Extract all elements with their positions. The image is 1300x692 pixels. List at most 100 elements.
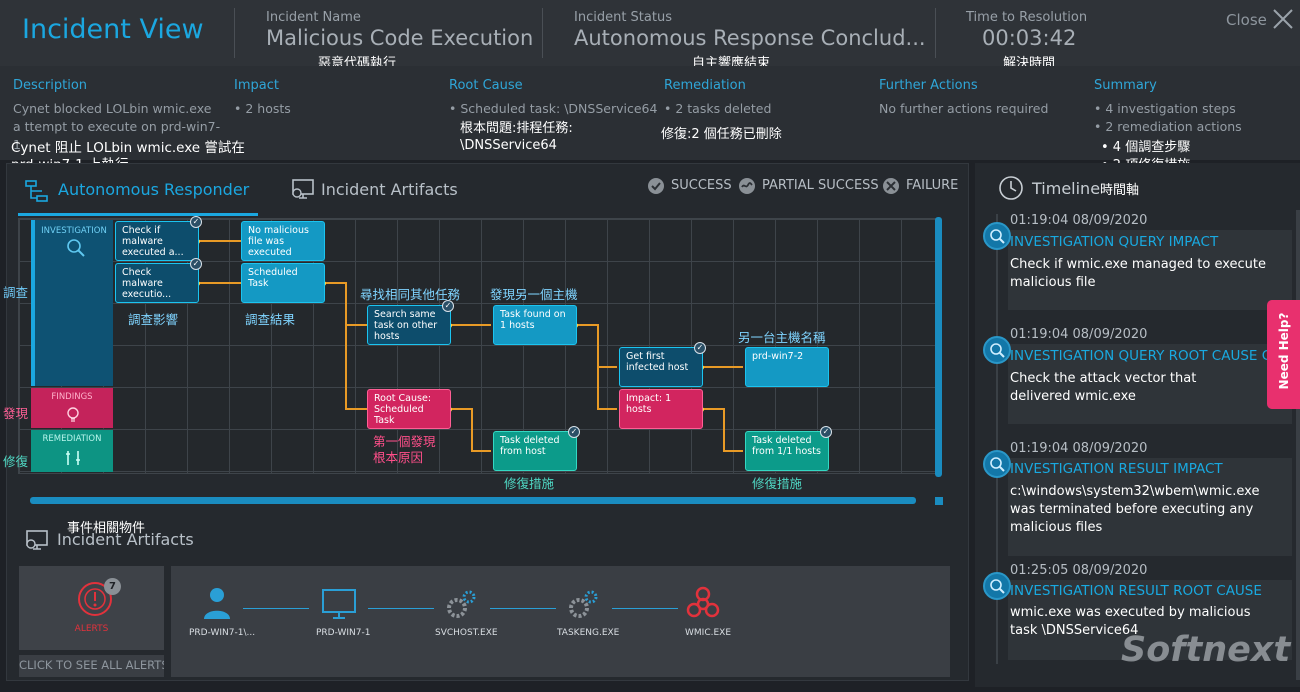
tab-autonomous-responder[interactable]: Autonomous Responder <box>18 172 258 216</box>
event-text: Check if wmic.exe managed to execute mal… <box>1010 257 1267 290</box>
softnext-watermark: Softnext <box>1121 630 1291 670</box>
artifact-label: TASKENG.EXE <box>557 628 620 638</box>
zh-annotation: 另一台主機名稱 <box>738 330 826 345</box>
zh-annotation: 第一個發現 <box>373 434 436 449</box>
timeline-rail <box>996 214 998 664</box>
alerts-label: ALERTS <box>74 624 109 634</box>
impact-label: Impact <box>234 78 279 93</box>
root-cause-label: Root Cause <box>449 78 523 93</box>
clock-icon <box>999 176 1023 200</box>
tab-incident-artifacts[interactable]: Incident Artifacts <box>288 172 478 212</box>
workflow-node[interactable]: Impact: 1 hosts <box>619 389 703 429</box>
artifact-label: PRD-WIN7-1\... <box>189 628 256 638</box>
computer-search-icon <box>292 179 314 199</box>
workflow-grid <box>18 218 938 474</box>
artifact-chain: PRD-WIN7-1\... PRD-WIN7-1 SVCHOST.EXE TA… <box>171 566 950 677</box>
summary-item: • 4 investigation steps <box>1094 101 1236 116</box>
remediation-label: Remediation <box>664 78 746 93</box>
event-heading: INVESTIGATION QUERY IMPACT <box>1010 234 1219 250</box>
ttr-value: 00:03:42 <box>982 26 1077 50</box>
zh-annotation: 發現另一個主機 <box>490 287 578 302</box>
event-heading: INVESTIGATION QUERY ROOT CAUSE CHE <box>1010 348 1268 364</box>
vertical-scrollbar[interactable] <box>935 217 942 477</box>
workflow-node[interactable]: Get first infected host <box>619 347 703 387</box>
search-icon <box>983 222 1011 250</box>
summary-item: • 2 remediation actions <box>1094 119 1242 134</box>
event-time: 01:19:04 08/09/2020 <box>1010 441 1148 456</box>
incident-status-label: Incident Status <box>574 10 672 25</box>
incident-name-label: Incident Name <box>266 10 361 25</box>
ttr-label: Time to Resolution <box>966 10 1088 25</box>
legend-success: SUCCESS <box>671 178 732 193</box>
incident-name: Malicious Code Execution <box>266 26 534 50</box>
search-icon <box>983 572 1011 600</box>
event-text: c:\windows\system32\wbem\wmic.exe was te… <box>1010 484 1260 535</box>
summary-zh-item: • 4 個調查步驟 <box>1101 140 1191 155</box>
header-bar: Incident View Incident Name Malicious Co… <box>0 0 1300 66</box>
root-cause-zh: 根本問題:排程任務: \DNSService64 <box>460 121 573 153</box>
remediation-text: • 2 tasks deleted <box>664 101 772 116</box>
workflow-icon <box>25 180 48 202</box>
further-actions-label: Further Actions <box>879 78 978 93</box>
lane-remediation: REMEDIATION <box>31 430 113 472</box>
workflow-node[interactable]: Task deleted from 1/1 hosts <box>745 431 829 471</box>
incident-details: Description Cynet blocked LOLbin wmic.ex… <box>0 66 1300 160</box>
event-time: 01:19:04 08/09/2020 <box>1010 213 1148 228</box>
scroll-corner <box>935 497 943 505</box>
process-gears-icon <box>447 590 476 618</box>
process-gears-icon <box>569 590 598 618</box>
workflow-node[interactable]: No malicious file was executed <box>241 221 325 261</box>
zh-annotation: 調查影響 <box>128 312 179 327</box>
need-help-label: Need Help? <box>1277 312 1291 390</box>
success-check-icon: ✓ <box>694 342 706 354</box>
success-check-icon: ✓ <box>190 216 202 228</box>
artifact-label: WMIC.EXE <box>685 628 732 638</box>
event-heading: INVESTIGATION RESULT ROOT CAUSE <box>1010 583 1262 599</box>
partial-success-icon <box>739 178 755 194</box>
timeline-title-zh: 時間軸 <box>1100 183 1140 198</box>
zh-annotation: 調查結果 <box>245 312 296 327</box>
success-icon <box>648 178 664 194</box>
workflow-node[interactable]: Search same task on other hosts <box>367 305 451 345</box>
zh-annotation: 根本原因 <box>373 450 424 465</box>
event-text: wmic.exe was executed by malicious task … <box>1010 605 1251 638</box>
tab-artifacts-label: Incident Artifacts <box>321 180 458 199</box>
success-check-icon: ✓ <box>190 258 202 270</box>
failure-icon <box>883 178 899 194</box>
event-text: Check the attack vector that delivered w… <box>1010 371 1197 404</box>
tab-responder-label: Autonomous Responder <box>58 180 250 199</box>
see-all-alerts-button[interactable]: CLICK TO SEE ALL ALERTS <box>19 655 164 677</box>
workflow-node[interactable]: Check malware executio... <box>115 263 199 303</box>
workflow-node[interactable]: Root Cause: Scheduled Task <box>367 389 451 429</box>
timeline-scrollbar[interactable] <box>1296 210 1300 680</box>
workflow-node[interactable]: Task found on 1 hosts <box>493 305 577 345</box>
page-title: Incident View <box>22 14 204 45</box>
close-label: Close <box>1226 11 1267 29</box>
workflow-node[interactable]: Scheduled Task <box>241 263 325 303</box>
zh-annotation: 修復措施 <box>504 476 555 491</box>
close-icon <box>1273 9 1293 29</box>
close-button[interactable]: Close <box>1226 9 1296 32</box>
root-cause-text: • Scheduled task: \DNSService64 <box>449 101 658 116</box>
lane-investigation-label: INVESTIGATION <box>41 226 107 236</box>
impact-text: • 2 hosts <box>234 101 291 116</box>
workflow-node[interactable]: Task deleted from host <box>493 431 577 471</box>
workflow-node[interactable]: prd-win7-2 <box>745 347 829 387</box>
artifact-label: PRD-WIN7-1 <box>316 628 371 638</box>
lane-findings-zh: 發現 <box>3 406 29 421</box>
summary-label: Summary <box>1094 78 1157 93</box>
lane-findings: FINDINGS <box>31 388 113 428</box>
tools-icon <box>66 451 80 465</box>
lane-investigation-zh: 調查 <box>3 285 29 300</box>
computer-search-icon <box>26 530 48 550</box>
user-icon <box>204 588 230 619</box>
artifacts-title-zh: 事件相關物件 <box>67 521 146 536</box>
alerts-card[interactable]: 7 ALERTS <box>19 566 164 650</box>
zh-annotation: 尋找相同其他任務 <box>360 287 461 302</box>
need-help-button[interactable]: Need Help? <box>1267 300 1300 409</box>
horizontal-scrollbar[interactable] <box>30 497 916 504</box>
timeline-title-text: Timeline <box>1032 179 1101 198</box>
workflow-node[interactable]: Check if malware executed a... <box>115 221 199 261</box>
event-time: 01:25:05 08/09/2020 <box>1010 563 1148 578</box>
magnifier-icon <box>67 239 85 257</box>
